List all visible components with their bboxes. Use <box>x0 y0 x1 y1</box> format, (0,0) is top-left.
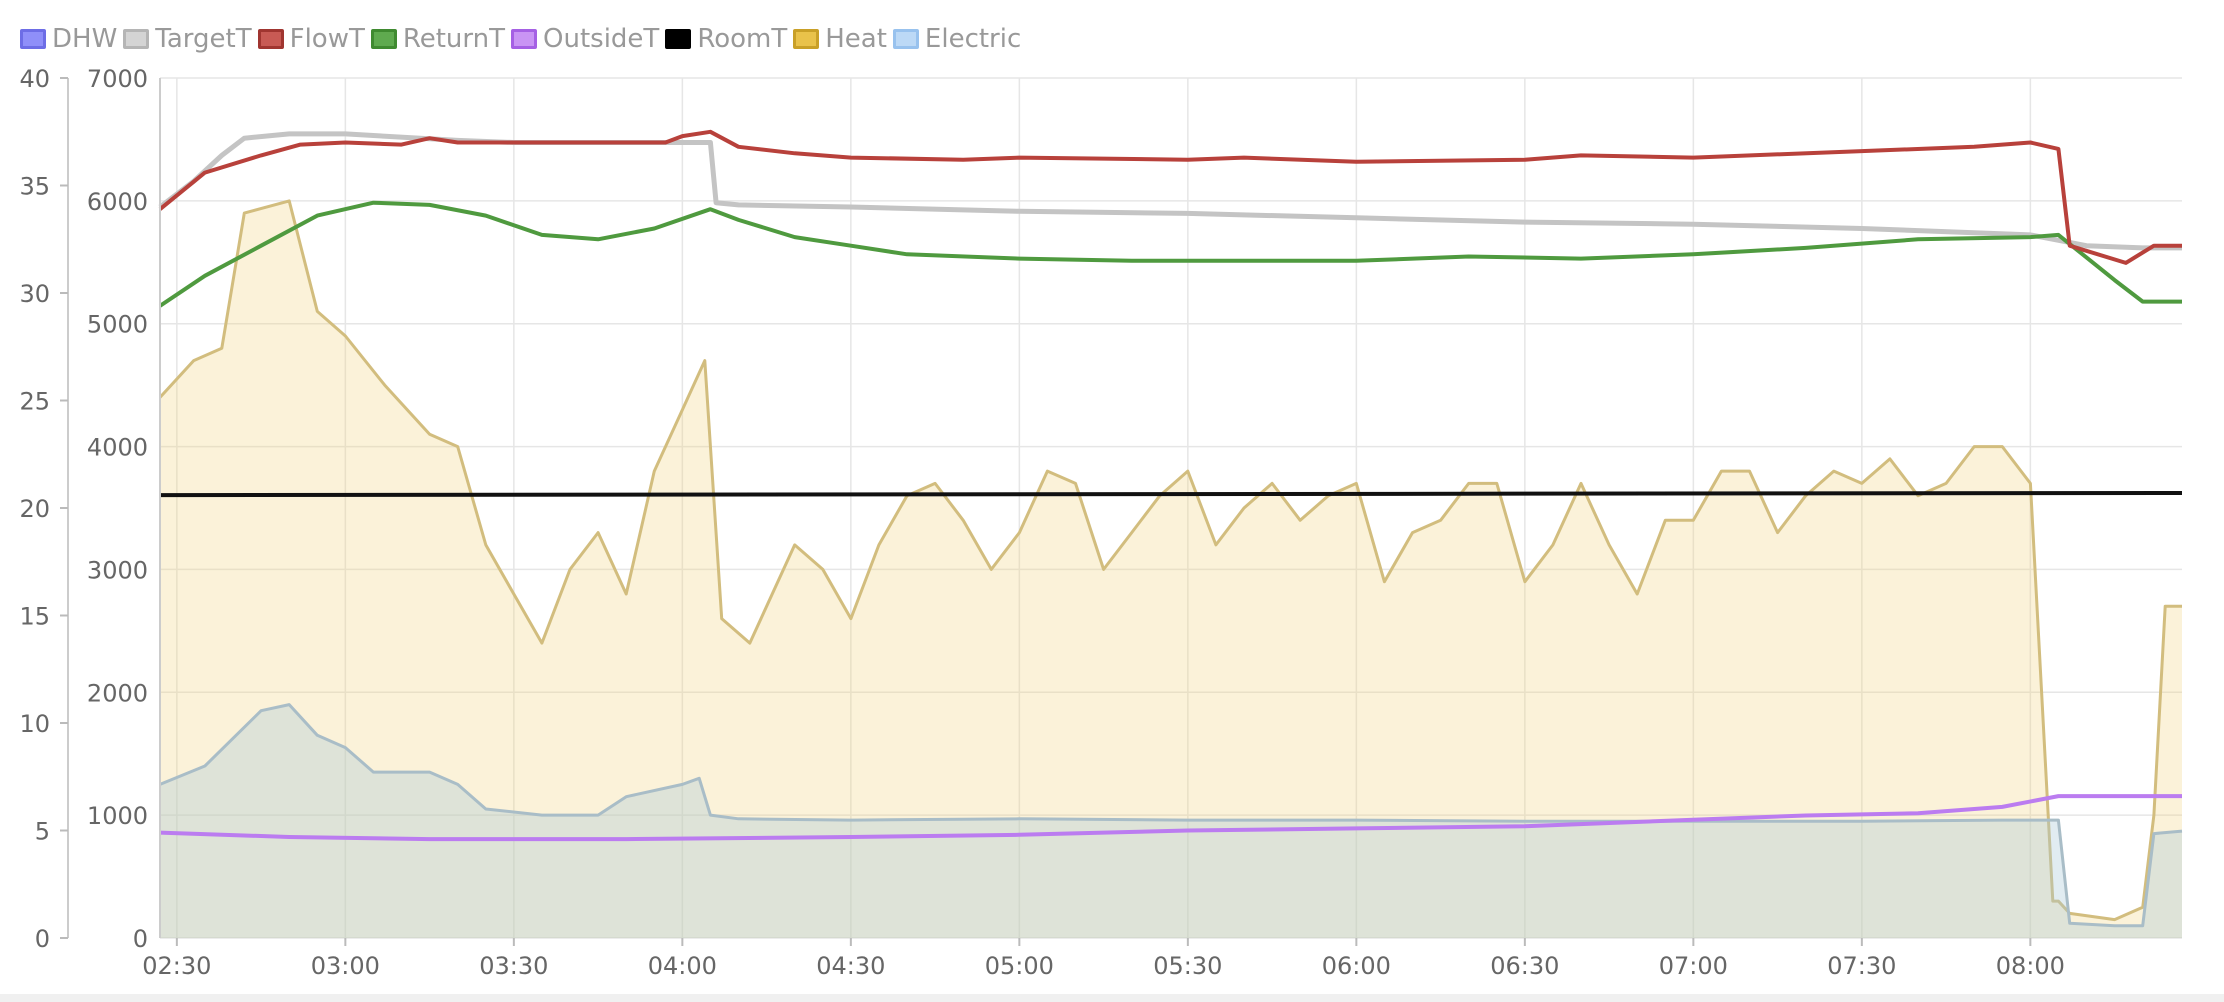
y-left-tick-label: 30 <box>19 280 50 308</box>
y-left-tick-label: 35 <box>19 173 50 201</box>
x-tick-label: 05:30 <box>1153 952 1222 980</box>
x-tick-label: 06:30 <box>1490 952 1559 980</box>
legend-swatch-heat <box>793 29 820 49</box>
legend-item-outsidet[interactable]: OutsideT <box>511 24 659 54</box>
y-left-tick-label: 20 <box>19 495 50 523</box>
y-right-tick-label: 2000 <box>87 679 148 707</box>
legend-label-dhw: DHW <box>52 24 118 54</box>
legend-label-electric: Electric <box>924 24 1022 54</box>
legend-swatch-targett <box>123 29 150 49</box>
legend-item-electric[interactable]: Electric <box>892 24 1022 54</box>
legend-label-outsidet: OutsideT <box>543 24 660 54</box>
y-right-tick-label: 4000 <box>87 434 148 462</box>
series-targett-line <box>158 131 2182 251</box>
legend-item-dhw[interactable]: DHW <box>20 24 117 54</box>
series-heat-line <box>158 199 2182 922</box>
legend-item-returnt[interactable]: ReturnT <box>370 24 506 54</box>
legend-item-roomt[interactable]: RoomT <box>665 24 787 54</box>
x-tick-label: 03:30 <box>479 952 548 980</box>
x-tick-label: 04:30 <box>816 952 885 980</box>
line-series <box>158 129 2183 842</box>
y-right-tick-label: 0 <box>133 925 148 953</box>
bottom-bar <box>0 994 2224 1002</box>
legend-label-roomt: RoomT <box>697 24 788 54</box>
series-heat-area <box>160 200 2182 938</box>
y-right-tick-label: 6000 <box>87 188 148 216</box>
x-tick-label: 02:30 <box>142 952 211 980</box>
axes: 0 5 10 15 20 25 30 35 40 0 1000 2000 3000 4000 5000 600… <box>19 65 2064 980</box>
y-left-tick-label: 5 <box>35 818 50 846</box>
x-tick-label: 07:00 <box>1659 952 1728 980</box>
area-series <box>158 199 2183 938</box>
y-right-tick-label: 7000 <box>87 65 148 93</box>
chart-legend: DHW TargetT FlowT ReturnT OutsideT RoomT… <box>20 22 1027 56</box>
y-right-tick-label: 1000 <box>87 802 148 830</box>
series-roomt-line <box>159 491 2183 498</box>
legend-swatch-roomt <box>665 29 692 49</box>
y-left-tick-label: 15 <box>19 603 50 631</box>
y-right-tick-label: 3000 <box>87 556 148 584</box>
y-right-tick-label: 5000 <box>87 311 148 339</box>
x-tick-label: 07:30 <box>1827 952 1896 980</box>
grid-lines <box>160 77 2182 939</box>
legend-item-targett[interactable]: TargetT <box>123 24 252 54</box>
legend-label-targett: TargetT <box>155 24 252 54</box>
series-returnt-line <box>158 200 2182 308</box>
legend-swatch-returnt <box>370 29 397 49</box>
legend-swatch-dhw <box>20 29 46 49</box>
legend-item-heat[interactable]: Heat <box>793 24 887 54</box>
legend-label-returnt: ReturnT <box>402 24 506 54</box>
y-left-tick-label: 40 <box>19 65 50 93</box>
legend-swatch-outsidet <box>511 29 538 49</box>
series-outsidet-line <box>159 794 2182 842</box>
x-tick-label: 04:00 <box>648 952 717 980</box>
legend-item-flowt[interactable]: FlowT <box>257 24 365 54</box>
series-electric-line <box>159 703 2183 928</box>
x-tick-label: 08:00 <box>1996 952 2065 980</box>
x-tick-label: 05:00 <box>985 952 1054 980</box>
legend-label-flowt: FlowT <box>289 24 365 54</box>
legend-label-heat: Heat <box>825 24 887 54</box>
y-left-tick-label: 10 <box>19 710 50 738</box>
legend-swatch-electric <box>892 29 919 49</box>
x-tick-label: 06:00 <box>1322 952 1391 980</box>
legend-swatch-flowt <box>257 29 284 49</box>
series-flowt-line <box>158 129 2182 265</box>
x-tick-label: 03:00 <box>311 952 380 980</box>
y-left-tick-label: 0 <box>35 925 50 953</box>
y-left-tick-label: 25 <box>19 388 50 416</box>
